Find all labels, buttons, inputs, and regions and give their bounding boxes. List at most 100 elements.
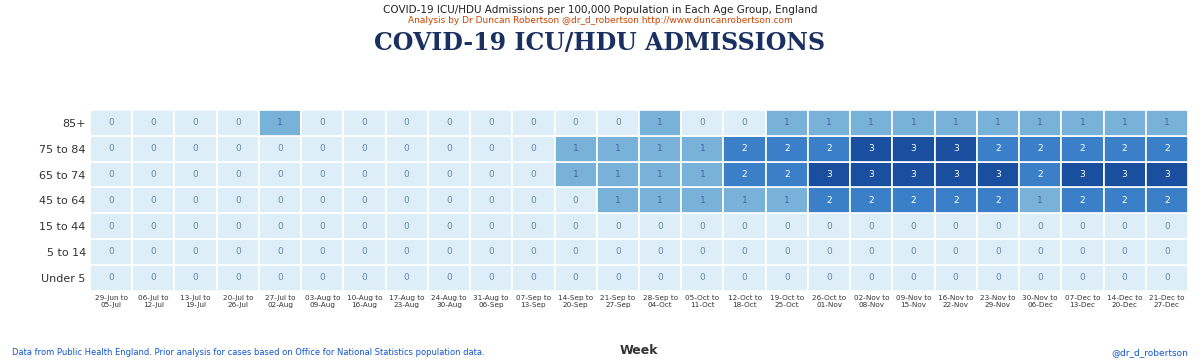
Text: 0: 0 [150,247,156,256]
Text: 0: 0 [869,273,874,282]
Text: 0: 0 [361,273,367,282]
Text: 0: 0 [108,170,114,179]
Text: 1: 1 [742,196,748,205]
Text: 0: 0 [404,118,409,127]
Bar [343,187,385,213]
Text: 0: 0 [319,222,325,231]
Text: 0: 0 [530,170,536,179]
Bar [1019,239,1061,265]
Bar [596,187,640,213]
Text: 1: 1 [784,118,790,127]
Text: 0: 0 [911,273,917,282]
Bar [1061,110,1104,136]
Text: 1: 1 [700,144,706,153]
Text: 0: 0 [361,196,367,205]
Bar [893,136,935,162]
Bar [428,187,470,213]
Text: 2: 2 [1037,144,1043,153]
Bar [174,162,217,187]
Bar [640,136,682,162]
Bar [554,136,596,162]
Bar [766,136,808,162]
Text: 0: 0 [235,144,241,153]
Text: 0: 0 [108,222,114,231]
Text: 2: 2 [784,144,790,153]
X-axis label: Week: Week [619,344,659,357]
Bar [808,187,850,213]
Text: 1: 1 [700,196,706,205]
Bar [766,162,808,187]
Bar [554,110,596,136]
Text: 0: 0 [572,273,578,282]
Bar [343,162,385,187]
Bar [512,136,554,162]
Bar [1104,213,1146,239]
Text: 2: 2 [827,196,832,205]
Text: 1: 1 [869,118,874,127]
Text: 0: 0 [784,247,790,256]
Bar [640,162,682,187]
Text: 0: 0 [150,196,156,205]
Text: 0: 0 [784,273,790,282]
Bar [850,110,893,136]
Text: 0: 0 [277,144,283,153]
Text: 1: 1 [658,196,662,205]
Bar [90,136,132,162]
Bar [935,213,977,239]
Bar [766,110,808,136]
Bar [512,213,554,239]
Text: 0: 0 [1122,222,1128,231]
Text: 0: 0 [530,144,536,153]
Bar [1146,162,1188,187]
Text: 3: 3 [1122,170,1128,179]
Text: 2: 2 [1080,196,1085,205]
Text: 0: 0 [616,118,620,127]
Text: 0: 0 [446,273,452,282]
Bar [554,213,596,239]
Text: 0: 0 [995,273,1001,282]
Bar [977,265,1019,291]
Text: 0: 0 [572,118,578,127]
Text: 0: 0 [404,222,409,231]
Bar [301,187,343,213]
Bar [343,136,385,162]
Bar [470,162,512,187]
Text: 0: 0 [319,170,325,179]
Text: 0: 0 [361,144,367,153]
Text: 0: 0 [235,196,241,205]
Bar [1061,136,1104,162]
Bar [935,110,977,136]
Text: 2: 2 [1122,144,1128,153]
Bar [343,265,385,291]
Text: 0: 0 [488,273,494,282]
Bar [808,162,850,187]
Bar [512,239,554,265]
Text: 0: 0 [319,144,325,153]
Bar [217,162,259,187]
Bar [174,239,217,265]
Bar [512,265,554,291]
Text: 1: 1 [616,170,620,179]
Bar [554,162,596,187]
Bar [259,213,301,239]
Bar [1061,265,1104,291]
Bar [1104,110,1146,136]
Text: 0: 0 [700,118,706,127]
Bar [893,110,935,136]
Bar [977,213,1019,239]
Bar [640,239,682,265]
Text: 0: 0 [404,196,409,205]
Text: 0: 0 [150,222,156,231]
Text: COVID-19 ICU/HDU ADMISSIONS: COVID-19 ICU/HDU ADMISSIONS [374,31,826,55]
Bar [90,187,132,213]
Text: 1: 1 [1164,118,1170,127]
Text: 2: 2 [995,196,1001,205]
Bar [893,265,935,291]
Text: 2: 2 [953,196,959,205]
Text: 0: 0 [826,247,832,256]
Bar [259,187,301,213]
Text: 0: 0 [658,247,662,256]
Bar [640,213,682,239]
Text: 0: 0 [446,222,452,231]
Bar [385,162,428,187]
